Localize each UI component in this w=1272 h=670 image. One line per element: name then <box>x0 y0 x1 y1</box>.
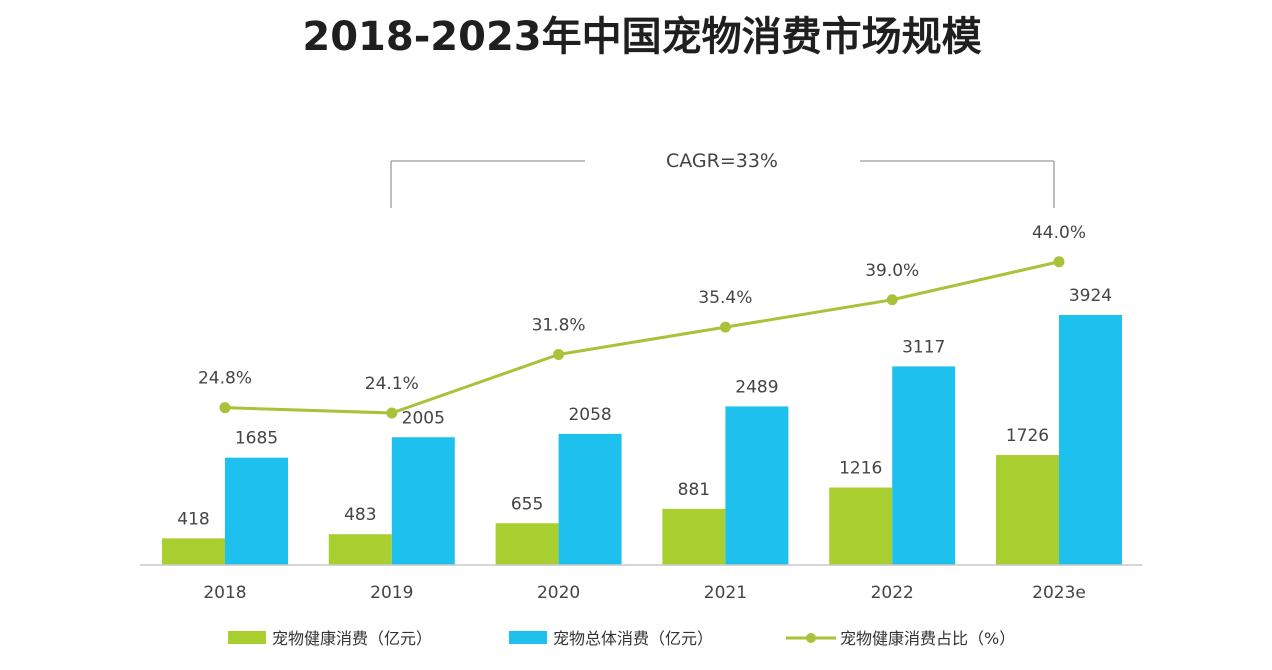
bar-label-health-2020: 655 <box>511 494 543 514</box>
cagr-annotation: CAGR=33% <box>390 150 1055 208</box>
bar-total-2023e <box>1059 315 1122 565</box>
bar-total-2018 <box>225 457 288 565</box>
share-point-2018 <box>219 402 231 414</box>
bar-label-health-2021: 881 <box>678 480 710 500</box>
bar-total-2019 <box>391 437 455 565</box>
bar-label-health-2023e: 1726 <box>1006 426 1049 446</box>
share-label-2022: 39.0% <box>865 261 919 281</box>
x-tick-2022: 2022 <box>871 583 914 603</box>
bar-health-2020 <box>495 523 559 565</box>
x-tick-2019: 2019 <box>370 583 413 603</box>
x-tick-2021: 2021 <box>704 583 747 603</box>
x-tick-2018: 2018 <box>203 583 246 603</box>
share-label-2019: 24.1% <box>365 374 419 394</box>
share-label-2020: 31.8% <box>532 315 586 335</box>
bar-label-total-2023e: 3924 <box>1069 286 1112 306</box>
legend-swatch-health <box>228 631 266 644</box>
share-label-2023e: 44.0% <box>1032 223 1086 243</box>
bar-total-2020 <box>558 433 622 565</box>
share-point-2022 <box>886 294 898 306</box>
bar-label-health-2022: 1216 <box>839 459 882 479</box>
bar-total-2022 <box>892 366 956 565</box>
bar-health-2023e <box>996 455 1059 565</box>
bar-health-2019 <box>328 534 392 565</box>
bar-label-total-2019: 2005 <box>402 408 445 428</box>
legend-swatch-total <box>509 631 547 644</box>
legend-label-share: 宠物健康消费占比（%） <box>840 629 1015 648</box>
share-point-2019 <box>386 407 398 419</box>
legend-marker-share <box>806 633 816 643</box>
share-point-2023e <box>1053 256 1065 268</box>
legend: 宠物健康消费（亿元） 宠物总体消费（亿元） 宠物健康消费占比（%） <box>228 629 1015 648</box>
bar-health-2022 <box>829 487 893 565</box>
x-tick-2023e: 2023e <box>1032 583 1086 603</box>
share-point-2020 <box>553 348 565 360</box>
chart-title: 2018-2023年中国宠物消费市场规模 <box>302 14 981 60</box>
x-tick-2020: 2020 <box>537 583 580 603</box>
bar-label-total-2021: 2489 <box>735 377 778 397</box>
bar-label-health-2019: 483 <box>344 505 376 525</box>
bar-total-2021 <box>725 406 789 565</box>
bar-label-total-2022: 3117 <box>902 337 945 357</box>
bar-health-2021 <box>662 508 726 565</box>
bar-label-total-2018: 1685 <box>235 429 278 449</box>
cagr-label: CAGR=33% <box>666 150 778 172</box>
share-point-2021 <box>719 321 731 333</box>
legend-label-health: 宠物健康消费（亿元） <box>272 629 432 648</box>
share-label-2018: 24.8% <box>198 369 252 389</box>
share-label-2021: 35.4% <box>698 288 752 308</box>
bar-label-health-2018: 418 <box>177 509 209 529</box>
legend-label-total: 宠物总体消费（亿元） <box>553 629 713 648</box>
bar-label-total-2020: 2058 <box>568 405 611 425</box>
share-line <box>224 260 1060 415</box>
bar-health-2018 <box>162 538 225 565</box>
